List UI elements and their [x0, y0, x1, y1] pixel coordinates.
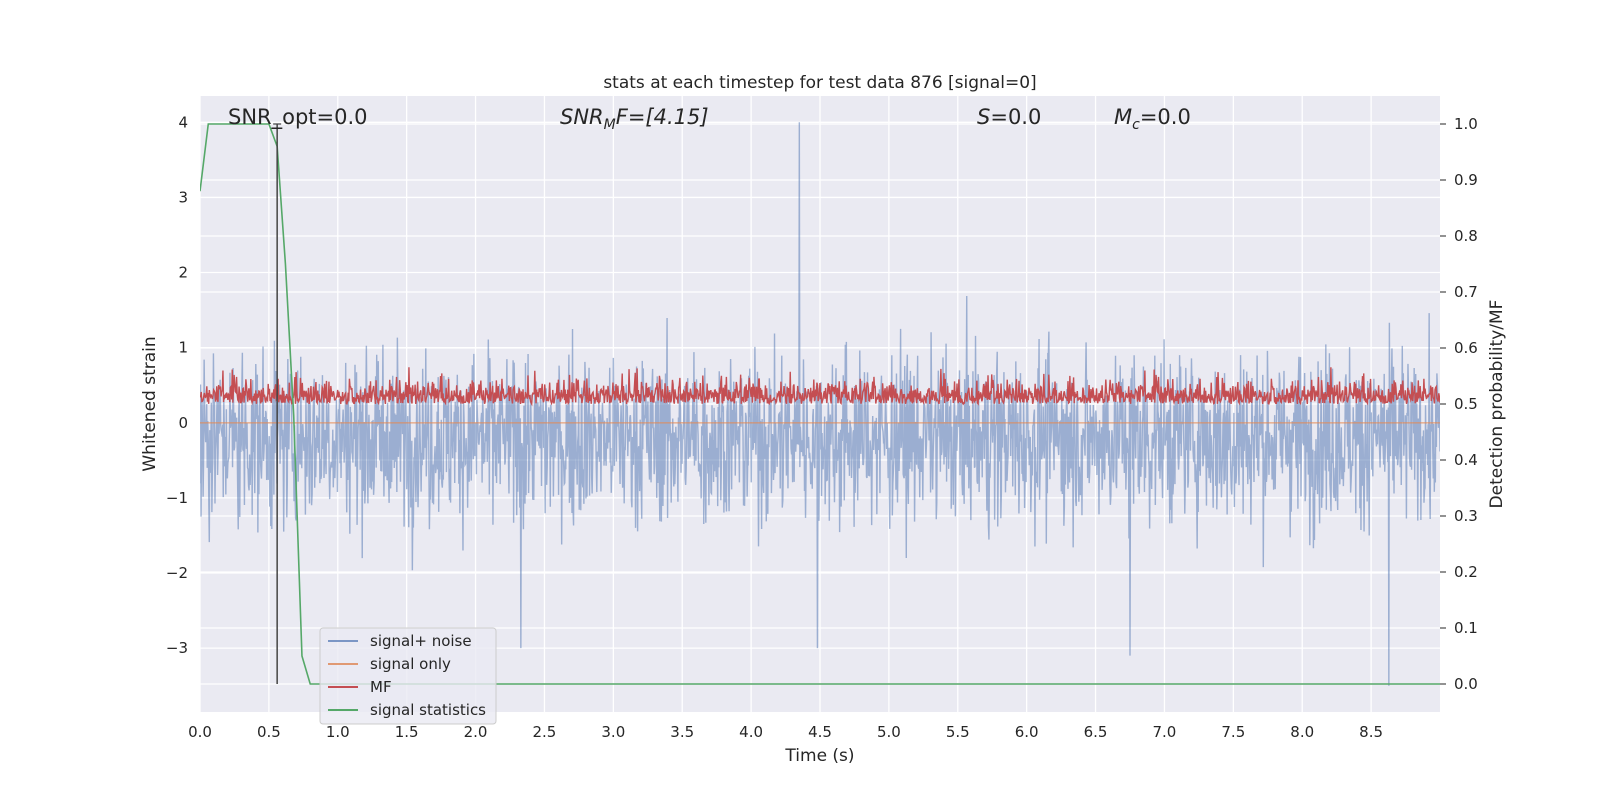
annotation-s-symbol: S [977, 105, 990, 129]
chart-title: stats at each timestep for test data 876… [603, 73, 1036, 93]
x-tick-label-14: 7.0 [1153, 723, 1177, 741]
y-tick-label-left-0: 4 [178, 113, 188, 131]
legend-label-mf: MF [370, 678, 392, 696]
annotation-snr-mf-value: F=[4.15] [616, 105, 709, 129]
x-tick-label-0: 0.0 [188, 723, 212, 741]
y-tick-label-right-7: 0.3 [1454, 507, 1478, 525]
legend-label-signal-noise: signal+ noise [370, 632, 472, 650]
y-tick-label-right-3: 0.7 [1454, 283, 1478, 301]
annotation-mc-symbol: M [1114, 105, 1132, 129]
x-tick-label-12: 6.0 [1015, 723, 1039, 741]
y-tick-marks-right [1440, 123, 1446, 685]
y-tick-label-right-0: 1.0 [1454, 115, 1478, 133]
y-tick-label-right-10: 0.0 [1454, 675, 1478, 693]
annotation-mc-value: =0.0 [1140, 105, 1191, 129]
x-tick-label-2: 1.0 [326, 723, 350, 741]
series-signal-statistics-line [200, 123, 1440, 685]
legend-box [319, 627, 497, 725]
annotation-snr-mf-symbol: SNR [560, 105, 604, 129]
x-tick-label-17: 8.5 [1359, 723, 1383, 741]
x-tick-label-4: 2.0 [464, 723, 488, 741]
annotation-mc-subscript: c [1132, 117, 1140, 133]
y-tick-label-right-5: 0.5 [1454, 395, 1478, 413]
y-tick-label-left-7: −3 [166, 639, 188, 657]
x-tick-label-9: 4.5 [808, 723, 832, 741]
x-tick-labels: 0.0 0.5 1.0 1.5 2.0 2.5 3.0 3.5 4.0 4.5 5.0 5.5 6.0 6… [188, 723, 1383, 741]
annotation-snr-opt: SNR_opt=0.0 [228, 105, 368, 130]
y-tick-labels-left: 4 3 2 1 0 −1 −2 −3 [166, 113, 188, 657]
x-tick-label-6: 3.0 [601, 723, 625, 741]
annotation-snr-mf-subscript: M [604, 117, 616, 133]
y-tick-label-left-2: 2 [178, 264, 188, 282]
annotation-s-value: =0.0 [990, 105, 1041, 129]
y-tick-label-right-6: 0.4 [1454, 451, 1478, 469]
x-tick-label-8: 4.0 [739, 723, 763, 741]
y-tick-label-right-4: 0.6 [1454, 339, 1478, 357]
x-tick-label-1: 0.5 [257, 723, 281, 741]
annotation-mc: Mc=0.0 [1114, 105, 1191, 133]
legend-label-signal-only: signal only [370, 655, 451, 673]
y-tick-label-left-5: −1 [166, 489, 188, 507]
y-tick-label-right-8: 0.2 [1454, 563, 1478, 581]
annotation-s: S=0.0 [977, 105, 1041, 129]
legend: signal+ noise signal only MF signal stat… [319, 627, 497, 725]
y-tick-label-right-1: 0.9 [1454, 171, 1478, 189]
legend-label-signal-statistics: signal statistics [370, 701, 486, 719]
x-tick-label-5: 2.5 [533, 723, 557, 741]
y-tick-label-left-1: 3 [178, 188, 188, 206]
y-axis-label-left: Whitened strain [140, 336, 160, 471]
y-tick-label-right-9: 0.1 [1454, 619, 1478, 637]
y-tick-labels-right: 1.0 0.9 0.8 0.7 0.6 0.5 0.4 0.3 0.2 0.1 0.0 [1454, 115, 1478, 693]
y-tick-label-left-4: 0 [178, 414, 188, 432]
y-tick-label-right-2: 0.8 [1454, 227, 1478, 245]
x-tick-label-16: 8.0 [1290, 723, 1314, 741]
series-mf-line [200, 367, 1440, 407]
y-tick-label-left-3: 1 [178, 339, 188, 357]
x-tick-label-10: 5.0 [877, 723, 901, 741]
x-tick-label-11: 5.5 [946, 723, 970, 741]
annotation-snr-mf: SNRMF=[4.15] [560, 105, 709, 133]
x-tick-label-3: 1.5 [395, 723, 419, 741]
x-tick-label-15: 7.5 [1221, 723, 1245, 741]
x-tick-label-13: 6.5 [1084, 723, 1108, 741]
x-tick-label-7: 3.5 [670, 723, 694, 741]
x-axis-label: Time (s) [784, 746, 854, 766]
y-axis-label-right: Detection probability/MF [1487, 300, 1507, 509]
y-tick-label-left-6: −2 [166, 564, 188, 582]
